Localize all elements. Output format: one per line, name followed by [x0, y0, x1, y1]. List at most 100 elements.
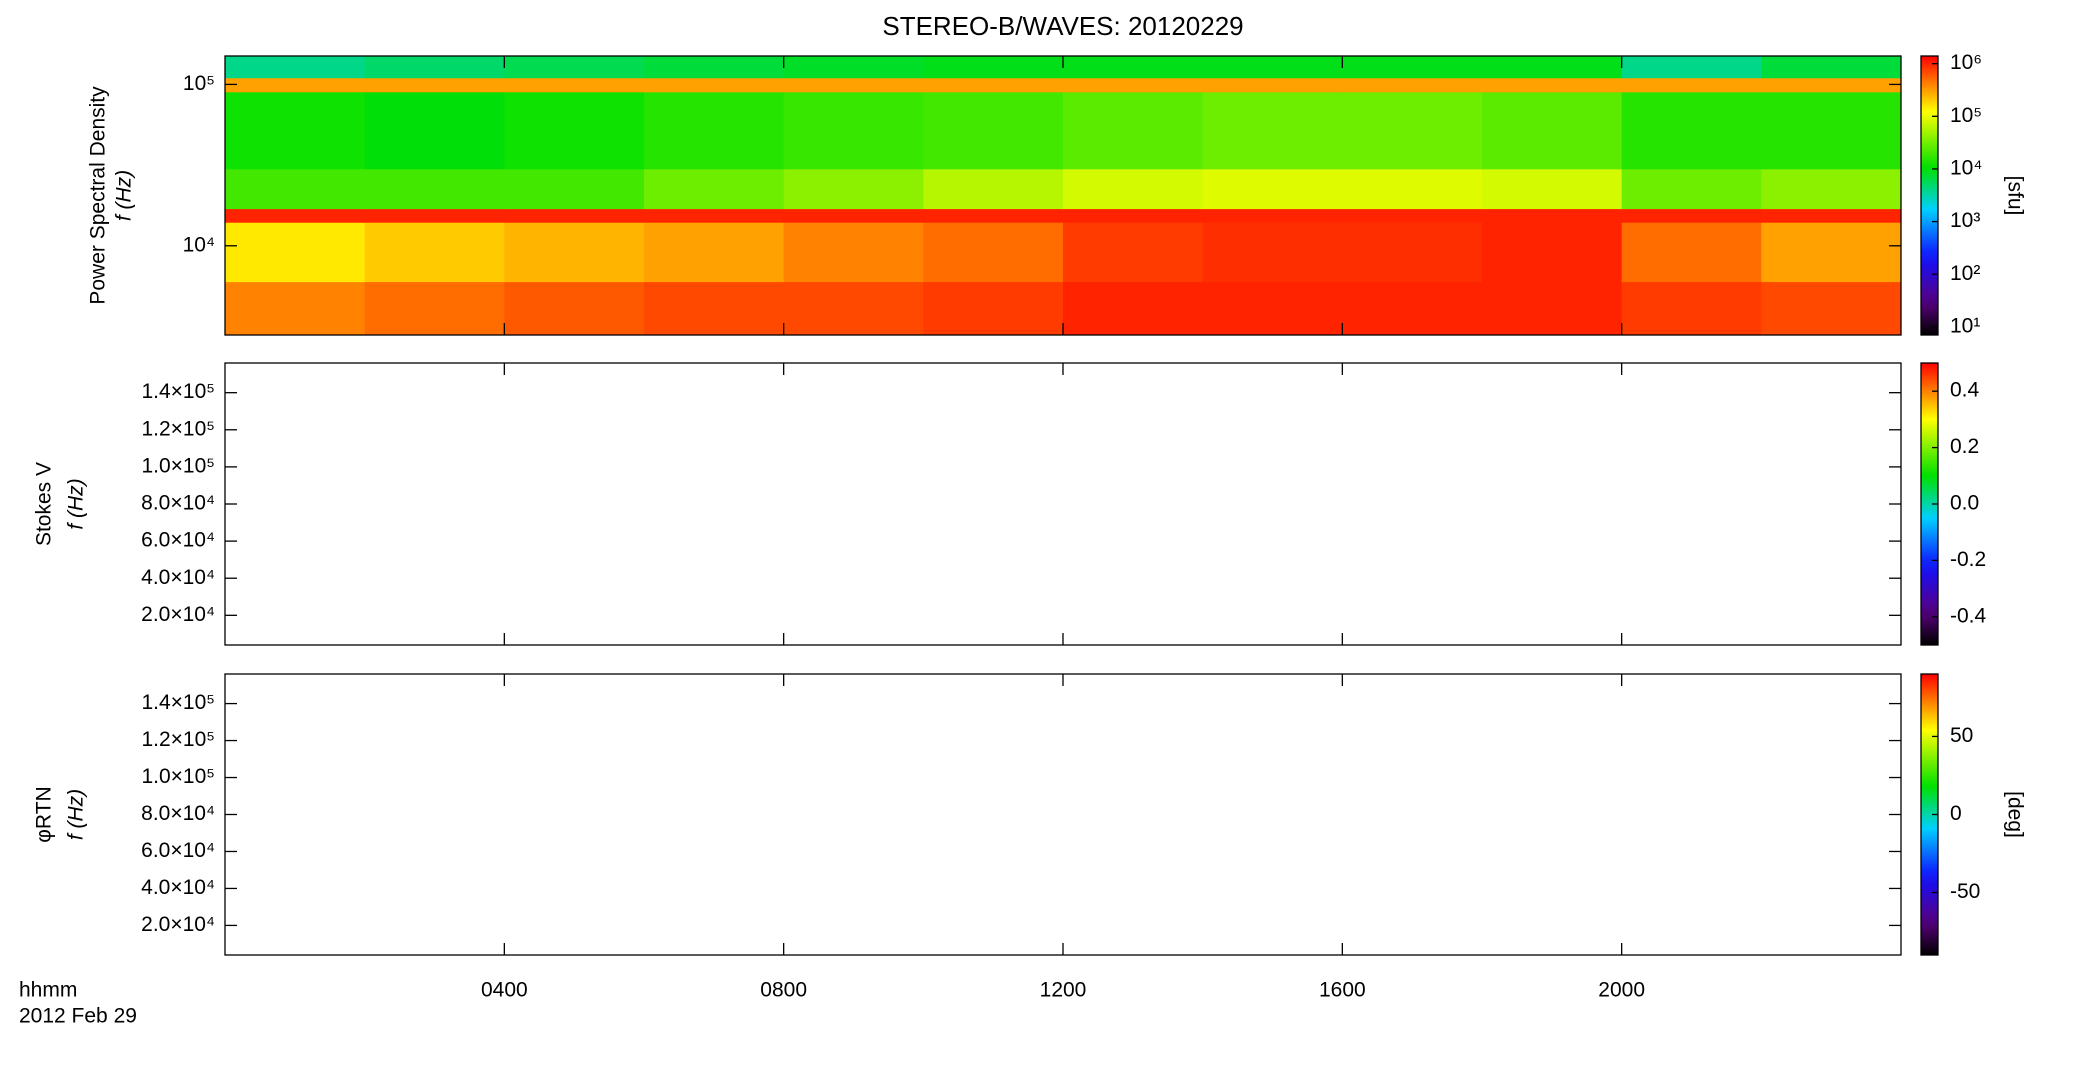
heatmap-cell — [504, 222, 645, 283]
heatmap-cell — [364, 56, 505, 79]
heatmap-cell — [225, 77, 366, 93]
colorbar-tick-label: -0.4 — [1950, 604, 1987, 627]
colorbar-label: [sfu] — [2003, 176, 2026, 216]
colorbar-tick-label: -50 — [1950, 880, 1980, 903]
plot-frame — [224, 673, 1902, 956]
colorbar-tick-label: 0 — [1950, 802, 1962, 825]
heatmap-cell — [225, 168, 366, 210]
heatmap-cell — [364, 91, 505, 170]
heatmap-cell — [923, 168, 1064, 210]
colorbar-tick-label: 10⁴ — [1950, 157, 1982, 180]
heatmap-cell — [1202, 77, 1343, 93]
y-axis-label: f (Hz) — [65, 789, 88, 840]
y-axis-label: Stokes V — [33, 462, 56, 546]
heatmap-cell — [923, 208, 1064, 223]
y-tick-label: 1.4×10⁵ — [141, 380, 215, 403]
heatmap-cell — [225, 208, 366, 223]
x-tick-label: 0800 — [760, 979, 807, 1002]
heatmap-cell — [364, 208, 505, 223]
heatmap-cell — [1761, 222, 1902, 283]
heatmap-cell — [644, 281, 785, 336]
heatmap-cell — [783, 208, 924, 223]
heatmap-cell — [783, 168, 924, 210]
heatmap-cell — [1342, 56, 1483, 79]
heatmap-cell — [364, 281, 505, 336]
heatmap-cell — [1621, 168, 1762, 210]
heatmap-cell — [504, 208, 645, 223]
heatmap-cell — [1202, 222, 1343, 283]
heatmap-cell — [1621, 77, 1762, 93]
heatmap-cell — [1063, 281, 1204, 336]
heatmap-cell — [1621, 208, 1762, 223]
heatmap-cell — [1342, 208, 1483, 223]
y-tick-label: 10⁴ — [183, 233, 215, 256]
colorbar-tick-label: -0.2 — [1950, 548, 1986, 571]
y-axis-label: Power Spectral Density — [87, 86, 110, 305]
y-tick-label: 8.0×10⁴ — [141, 492, 215, 515]
y-tick-label: 2.0×10⁴ — [141, 913, 215, 936]
heatmap-cell — [1482, 208, 1623, 223]
heatmap-cell — [1202, 91, 1343, 170]
heatmap-cell — [644, 168, 785, 210]
x-axis-label: 2012 Feb 29 — [19, 1005, 137, 1028]
y-axis-label: f (Hz) — [113, 170, 136, 221]
colorbar-tick-label: 0.2 — [1950, 435, 1979, 458]
heatmap-cell — [1761, 168, 1902, 210]
x-tick-label: 1600 — [1319, 979, 1366, 1002]
heatmap-cell — [1621, 91, 1762, 170]
heatmap-cell — [1063, 168, 1204, 210]
heatmap-cell — [1342, 91, 1483, 170]
y-tick-label: 6.0×10⁴ — [141, 839, 215, 862]
colorbar-tick-label: 50 — [1950, 724, 1973, 747]
heatmap-cell — [225, 56, 366, 79]
heatmap-cell — [783, 56, 924, 79]
y-tick-label: 10⁵ — [183, 72, 215, 95]
heatmap-cell — [225, 91, 366, 170]
heatmap-cell — [1202, 208, 1343, 223]
heatmap-cell — [504, 168, 645, 210]
heatmap-cell — [1621, 281, 1762, 336]
y-tick-label: 1.0×10⁵ — [141, 765, 215, 788]
heatmap-cell — [923, 77, 1064, 93]
heatmap-cell — [1063, 222, 1204, 283]
y-tick-label: 1.0×10⁵ — [141, 454, 215, 477]
heatmap-cell — [1202, 168, 1343, 210]
heatmap-cell — [1482, 168, 1623, 210]
heatmap-cell — [644, 56, 785, 79]
colorbar — [1920, 55, 1939, 336]
heatmap-cell — [1063, 77, 1204, 93]
heatmap-cell — [1342, 281, 1483, 336]
heatmap-cell — [1482, 281, 1623, 336]
heatmap-cell — [1482, 222, 1623, 283]
y-tick-label: 2.0×10⁴ — [141, 603, 215, 626]
heatmap-cell — [1342, 222, 1483, 283]
heatmap-cell — [923, 222, 1064, 283]
heatmap-cell — [504, 77, 645, 93]
y-tick-label: 1.2×10⁵ — [141, 417, 215, 440]
heatmap-cell — [1482, 91, 1623, 170]
heatmap-cell — [1621, 56, 1762, 79]
heatmap-cell — [1761, 281, 1902, 336]
heatmap-cell — [783, 77, 924, 93]
heatmap-cell — [364, 222, 505, 283]
heatmap-cell — [644, 222, 785, 283]
heatmap-cell — [1761, 208, 1902, 223]
heatmap-cell — [1063, 56, 1204, 79]
heatmap-cell — [923, 56, 1064, 79]
colorbar-tick-label: 10¹ — [1950, 314, 1980, 337]
heatmap-cell — [1621, 222, 1762, 283]
heatmap-cell — [1202, 281, 1343, 336]
heatmap-cell — [1482, 77, 1623, 93]
colorbar-label: [deg] — [2003, 791, 2026, 838]
heatmap-cell — [644, 77, 785, 93]
y-tick-label: 1.4×10⁵ — [141, 691, 215, 714]
x-axis-label: hhmm — [19, 979, 77, 1002]
colorbar-tick-label: 10⁵ — [1950, 104, 1982, 127]
heatmap-cell — [225, 222, 366, 283]
heatmap-cell — [504, 56, 645, 79]
heatmap-cell — [1761, 77, 1902, 93]
x-tick-label: 2000 — [1598, 979, 1645, 1002]
heatmap-cell — [1761, 91, 1902, 170]
heatmap-cell — [225, 281, 366, 336]
